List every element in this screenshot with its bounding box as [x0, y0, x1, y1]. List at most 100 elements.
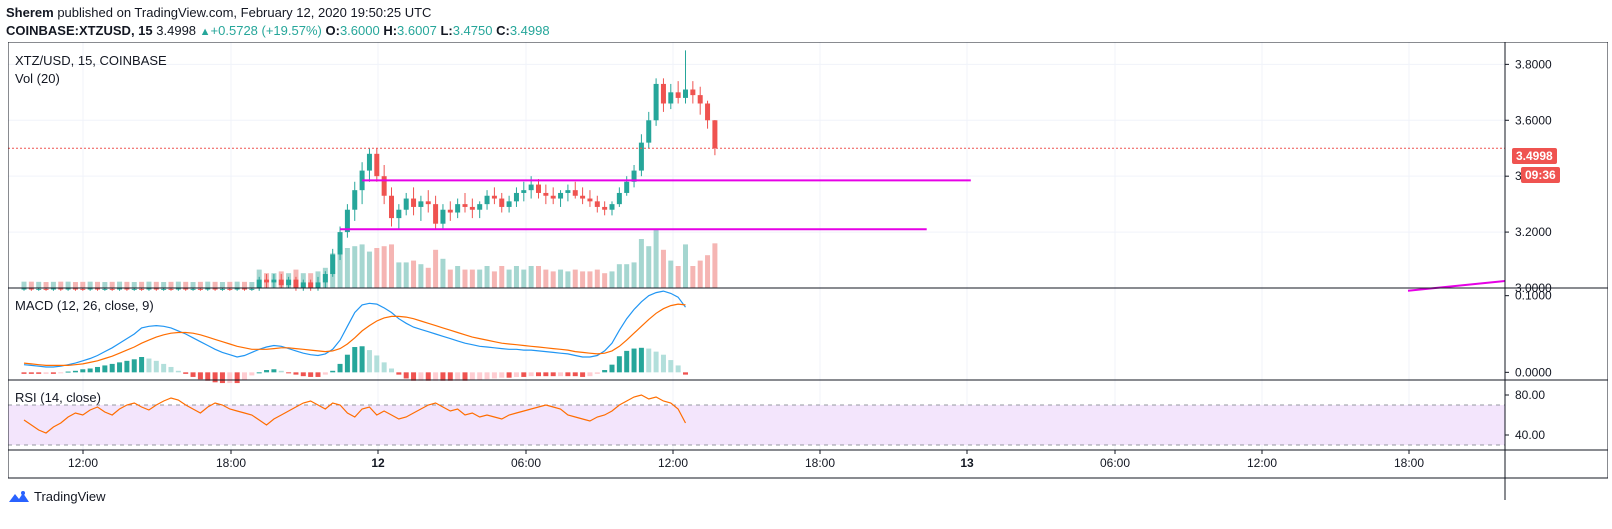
volume-title: Vol (20) — [15, 71, 60, 86]
volume-bar — [65, 281, 71, 288]
macd-histogram-bar — [675, 365, 681, 373]
candle-body — [712, 120, 718, 149]
volume-bar — [161, 282, 167, 288]
volume-bar — [646, 246, 652, 288]
candle-body — [249, 288, 255, 290]
candle-body — [168, 288, 174, 290]
macd-histogram-bar — [668, 360, 674, 373]
macd-histogram-bar — [572, 372, 578, 377]
macd-histogram-bar — [330, 370, 336, 373]
macd-histogram-bar — [381, 362, 387, 373]
macd-histogram-bar — [278, 370, 284, 373]
open-label: O: — [325, 23, 340, 38]
macd-signal-line — [23, 303, 686, 366]
rsi-line — [23, 394, 687, 434]
candle-body — [381, 176, 387, 196]
macd-histogram-bar — [117, 362, 123, 373]
macd-histogram-bar — [499, 372, 505, 378]
volume-bar — [690, 266, 696, 288]
published-text: published on TradingView.com, February 1… — [57, 5, 432, 20]
high-value: 3.6007 — [397, 23, 437, 38]
macd-histogram-bar — [646, 348, 652, 373]
candle-body — [337, 232, 343, 255]
macd-histogram-bar — [366, 350, 372, 373]
macd-histogram-bar — [205, 372, 211, 381]
candle-body — [109, 288, 115, 290]
time-tick-label: 12:00 — [658, 456, 688, 470]
macd-histogram-bar — [447, 372, 453, 381]
macd-histogram-bar — [219, 372, 225, 384]
volume-bar — [594, 269, 600, 288]
volume-bar — [109, 281, 115, 288]
macd-histogram-bar — [161, 363, 167, 373]
candle-body — [411, 198, 417, 207]
macd-histogram-bar — [80, 369, 86, 373]
macd-line — [23, 290, 686, 368]
candle-body — [153, 288, 159, 290]
volume-bar — [58, 281, 64, 288]
candle-body — [212, 288, 218, 290]
volume-bar — [175, 281, 181, 288]
volume-bar — [499, 266, 505, 288]
footer-brand[interactable]: TradingView — [8, 489, 106, 504]
candle-body — [683, 89, 688, 98]
candle-body — [594, 201, 600, 207]
candle-body — [462, 204, 468, 207]
volume-bar — [550, 271, 556, 288]
macd-histogram-bar — [609, 364, 615, 373]
price-tick-label: 3.2000 — [1515, 225, 1552, 239]
macd-histogram-bar — [197, 372, 203, 380]
high-label: H: — [383, 23, 398, 38]
candle-body — [315, 282, 321, 288]
macd-histogram-bar — [242, 372, 247, 380]
macd-histogram-bar — [440, 372, 446, 381]
macd-histogram-bar — [425, 372, 431, 381]
macd-histogram-bar — [168, 366, 174, 373]
macd-histogram-bar — [271, 369, 277, 373]
volume-bar — [433, 249, 439, 288]
candle-body — [469, 206, 475, 210]
candle-body — [543, 192, 549, 196]
candle-body — [293, 279, 299, 288]
rsi-tick-label: 40.00 — [1515, 428, 1545, 442]
macd-histogram-bar — [72, 370, 78, 373]
volume-bar — [146, 281, 152, 288]
open-value: 3.6000 — [339, 23, 380, 38]
volume-bar — [653, 230, 659, 288]
candle-body — [95, 288, 100, 290]
macd-histogram-bar — [109, 363, 115, 373]
volume-bar — [190, 282, 196, 288]
macd-histogram-bar — [50, 372, 56, 374]
macd-histogram-bar — [433, 372, 439, 381]
price-tick-label: 3.6000 — [1515, 113, 1552, 127]
macd-histogram-bar — [315, 372, 321, 377]
volume-bar — [565, 271, 571, 288]
chart-canvas[interactable]: 3.80003.60003.40003.20003.00000.10000.00… — [8, 42, 1608, 500]
macd-histogram-bar — [153, 360, 159, 373]
macd-histogram-bar — [660, 354, 666, 373]
macd-histogram-bar — [256, 372, 262, 374]
time-tick-label: 18:00 — [216, 456, 246, 470]
macd-histogram-bar — [506, 372, 512, 378]
candle-body — [322, 274, 328, 283]
candle-body — [389, 195, 394, 219]
macd-histogram-bar — [403, 372, 409, 379]
volume-bar — [580, 271, 586, 288]
volume-bar — [344, 248, 350, 288]
time-tick-label: 18:00 — [1394, 456, 1424, 470]
candle-body — [21, 288, 27, 290]
candle-body — [344, 209, 350, 233]
macd-histogram-bar — [484, 372, 490, 380]
candle-body — [484, 195, 490, 205]
macd-histogram-bar — [653, 351, 659, 373]
macd-histogram-bar — [602, 370, 608, 373]
last-price-tag: 3.4998 — [1512, 148, 1557, 164]
macd-histogram-bar — [21, 372, 27, 374]
macd-histogram-bar — [389, 368, 394, 373]
macd-histogram-bar — [374, 355, 380, 373]
macd-histogram-bar — [469, 372, 475, 380]
candle-body — [690, 89, 696, 96]
candle-body — [602, 206, 608, 210]
macd-histogram-bar — [227, 372, 233, 384]
author-name[interactable]: Sherem — [6, 5, 54, 20]
